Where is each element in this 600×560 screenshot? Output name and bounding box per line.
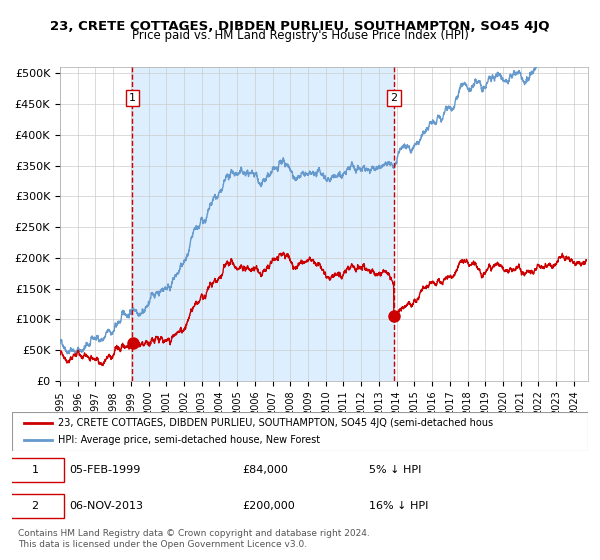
Text: 5% ↓ HPI: 5% ↓ HPI (369, 465, 421, 475)
Text: This data is licensed under the Open Government Licence v3.0.: This data is licensed under the Open Gov… (18, 540, 307, 549)
Text: HPI: Average price, semi-detached house, New Forest: HPI: Average price, semi-detached house,… (58, 435, 320, 445)
FancyBboxPatch shape (6, 494, 64, 518)
Text: 1: 1 (129, 93, 136, 103)
FancyBboxPatch shape (6, 458, 64, 482)
Text: £84,000: £84,000 (242, 465, 288, 475)
Text: 16% ↓ HPI: 16% ↓ HPI (369, 501, 428, 511)
Text: Contains HM Land Registry data © Crown copyright and database right 2024.: Contains HM Land Registry data © Crown c… (18, 529, 370, 538)
Text: 23, CRETE COTTAGES, DIBDEN PURLIEU, SOUTHAMPTON, SO45 4JQ: 23, CRETE COTTAGES, DIBDEN PURLIEU, SOUT… (50, 20, 550, 32)
Text: 05-FEB-1999: 05-FEB-1999 (70, 465, 141, 475)
Text: 2: 2 (390, 93, 397, 103)
Text: 23, CRETE COTTAGES, DIBDEN PURLIEU, SOUTHAMPTON, SO45 4JQ (semi-detached hous: 23, CRETE COTTAGES, DIBDEN PURLIEU, SOUT… (58, 418, 493, 428)
FancyBboxPatch shape (12, 412, 588, 451)
Text: 1: 1 (32, 465, 38, 475)
Text: £200,000: £200,000 (242, 501, 295, 511)
Text: Price paid vs. HM Land Registry's House Price Index (HPI): Price paid vs. HM Land Registry's House … (131, 29, 469, 42)
Text: 06-NOV-2013: 06-NOV-2013 (70, 501, 143, 511)
Text: 2: 2 (31, 501, 38, 511)
Bar (133, 67, 394, 381)
